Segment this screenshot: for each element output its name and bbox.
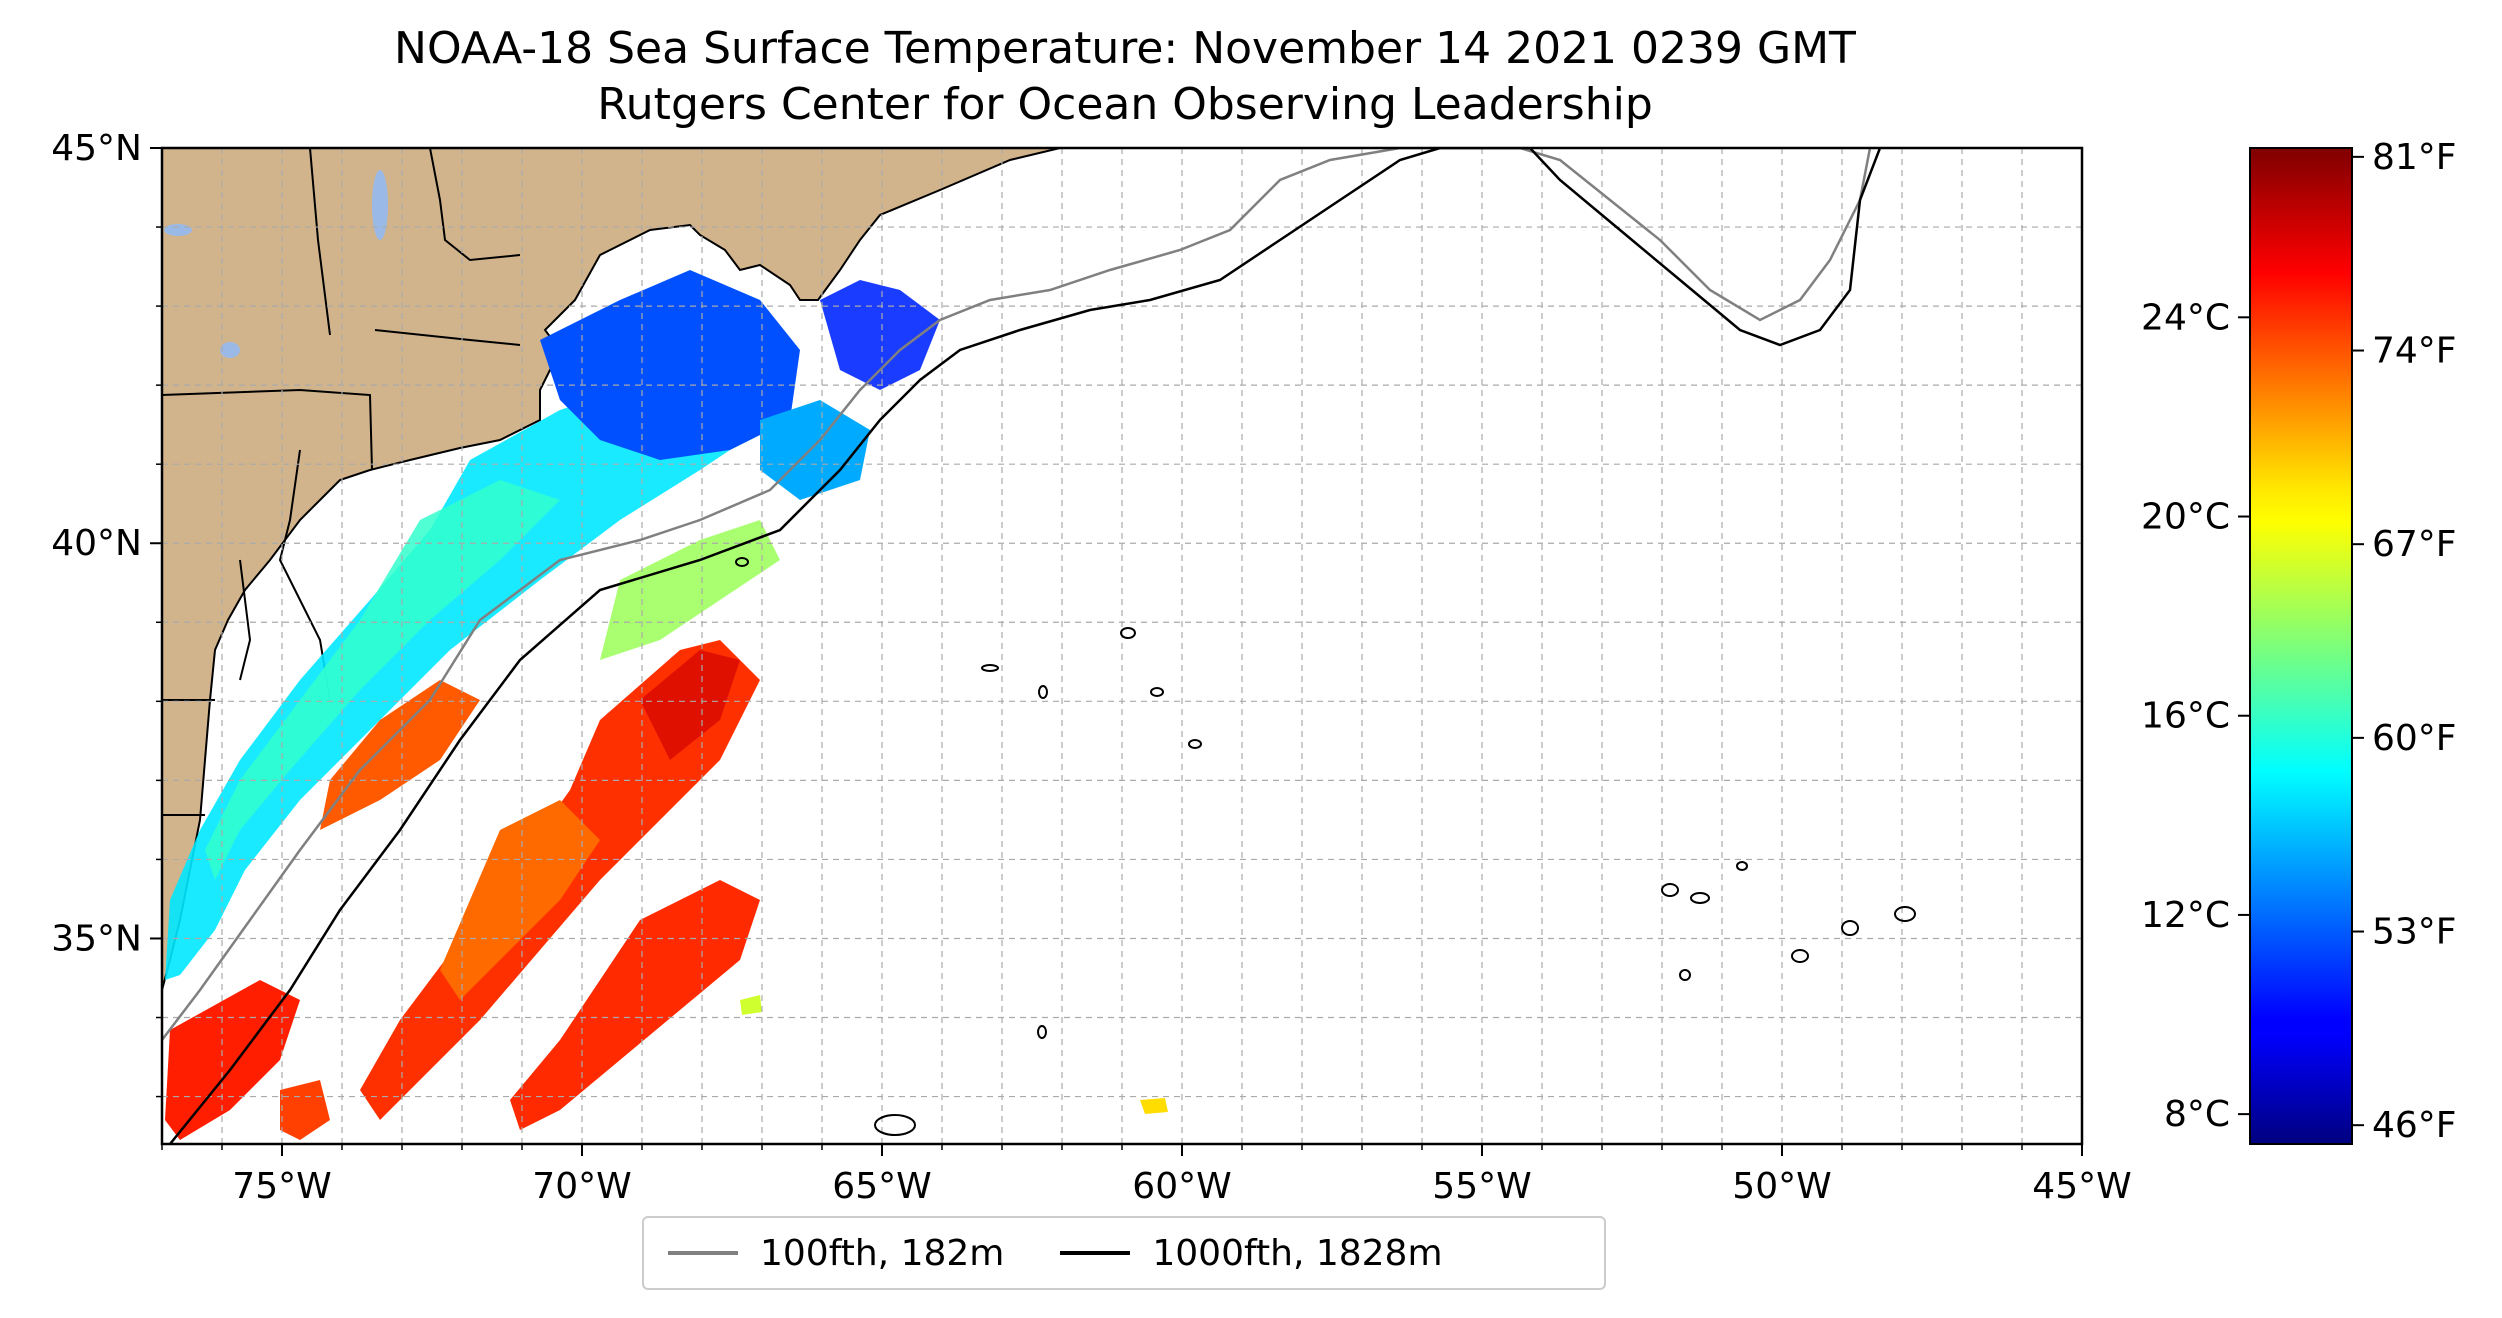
- colorbar-f-label: 46°F: [2372, 1105, 2457, 1146]
- isobath-100fth: [162, 148, 1872, 1041]
- legend-label: 1000fth, 1828m: [1152, 1232, 1443, 1274]
- map-subtitle: Rutgers Center for Ocean Observing Leade…: [597, 79, 1653, 130]
- sst-data: [165, 270, 1168, 1140]
- lakes: [164, 170, 388, 358]
- colorbar-f-label: 60°F: [2372, 718, 2457, 759]
- x-tick-label: 45°W: [2032, 1166, 2131, 1207]
- seamounts: [735, 557, 1916, 1136]
- isobath-1000fth: [169, 148, 1882, 1144]
- colorbar-f-label: 67°F: [2372, 524, 2457, 565]
- legend-label: 100fth, 182m: [760, 1232, 1005, 1274]
- colorbar-c-label: 12°C: [2141, 895, 2230, 936]
- y-tick-label: 35°N: [51, 918, 142, 959]
- colorbar: [2249, 147, 2353, 1145]
- y-tick-label: 45°N: [51, 128, 142, 169]
- y-tick-label: 40°N: [51, 523, 142, 564]
- legend-swatch: [668, 1251, 738, 1255]
- x-tick-label: 50°W: [1732, 1166, 1831, 1207]
- legend-item-100fth: 100fth, 182m: [668, 1233, 1004, 1274]
- x-tick-label: 65°W: [832, 1166, 931, 1207]
- map-legend: 100fth, 182m 1000fth, 1828m: [642, 1216, 1606, 1290]
- legend-swatch: [1060, 1251, 1131, 1255]
- x-tick-label: 75°W: [232, 1166, 331, 1207]
- colorbar-f-label: 81°F: [2372, 137, 2457, 178]
- map-axes: 75°W 70°W 65°W 60°W 55°W 50°W 45°W 45°N 40°N 35°N: [51, 128, 2131, 1207]
- map-title: NOAA-18 Sea Surface Temperature: Novembe…: [394, 23, 1856, 74]
- map-grid: [162, 148, 2082, 1144]
- colorbar-c-label: 8°C: [2164, 1094, 2230, 1135]
- colorbar-c-label: 16°C: [2141, 696, 2230, 737]
- x-tick-label: 70°W: [532, 1166, 631, 1207]
- land-mass: [162, 148, 1061, 991]
- colorbar-c-label: 24°C: [2141, 297, 2230, 338]
- x-tick-label: 55°W: [1432, 1166, 1531, 1207]
- colorbar-f-label: 53°F: [2372, 912, 2457, 953]
- x-tick-label: 60°W: [1132, 1166, 1231, 1207]
- colorbar-ticks: 8°C 12°C 16°C 20°C 24°C 46°F 53°F 60°F 67°F 74°F 8…: [2141, 137, 2456, 1146]
- colorbar-f-label: 74°F: [2372, 331, 2457, 372]
- legend-item-1000fth: 1000fth, 1828m: [1060, 1232, 1443, 1274]
- state-borders: [162, 148, 521, 816]
- colorbar-c-label: 20°C: [2141, 497, 2230, 538]
